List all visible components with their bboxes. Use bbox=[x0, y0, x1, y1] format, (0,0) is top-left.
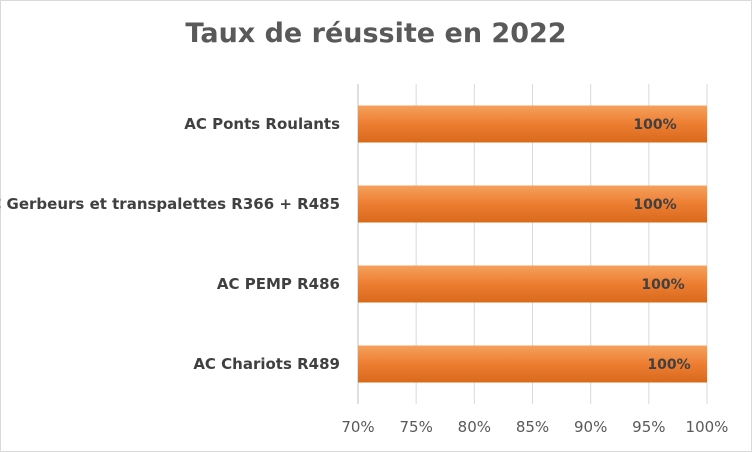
x-tick-label: 80% bbox=[458, 418, 491, 436]
category-label: AC Chariots R489 bbox=[193, 355, 340, 373]
x-tick-label: 70% bbox=[341, 418, 374, 436]
x-tick-labels: 70% 75% 80% 85% 90% 95% 100% bbox=[341, 418, 728, 436]
category-labels: AC Ponts Roulants AC Gerbeurs et transpal… bbox=[0, 115, 340, 373]
bars bbox=[358, 105, 707, 383]
x-tick-label: 100% bbox=[686, 418, 729, 436]
x-tick-label: 90% bbox=[574, 418, 607, 436]
category-label: AC PEMP R486 bbox=[217, 275, 340, 293]
data-label: 100% bbox=[647, 357, 690, 373]
data-labels: 100% 100% 100% 100% bbox=[633, 117, 690, 373]
category-label: AC Gerbeurs et transpalettes R366 + R485 bbox=[0, 195, 340, 213]
bar bbox=[358, 265, 707, 303]
x-tick-label: 85% bbox=[516, 418, 549, 436]
category-label: AC Ponts Roulants bbox=[184, 115, 340, 133]
chart-title: Taux de réussite en 2022 bbox=[185, 18, 567, 49]
bar bbox=[358, 105, 707, 143]
data-label: 100% bbox=[633, 117, 676, 133]
bar bbox=[358, 185, 707, 223]
data-label: 100% bbox=[641, 277, 684, 293]
x-tick-label: 95% bbox=[632, 418, 665, 436]
data-label: 100% bbox=[633, 197, 676, 213]
bar bbox=[358, 345, 707, 383]
x-tick-label: 75% bbox=[399, 418, 432, 436]
